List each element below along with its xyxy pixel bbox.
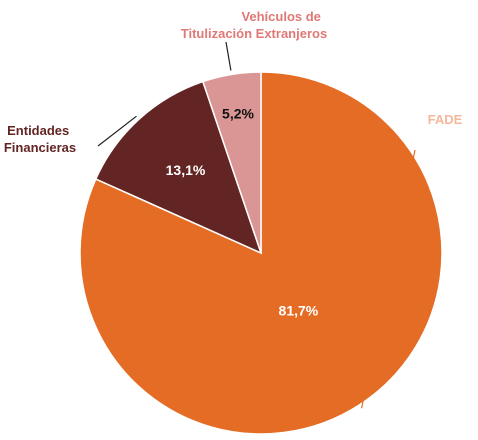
category-label-entidades-line-1: Entidades: [7, 123, 69, 138]
slice-value-label-entidades-financieras: 13,1%: [166, 162, 206, 178]
category-label-entidades-financieras: Entidades Financieras: [4, 123, 76, 155]
category-label-entidades-line-2: Financieras: [4, 140, 76, 155]
pie-slice-vehiculos: [201, 71, 262, 254]
leader-lines: [97, 41, 416, 409]
category-label-vehiculos: Vehículos de Titulización Extranjeros: [181, 9, 327, 41]
category-label-fade: FADE: [428, 112, 463, 127]
pie-slice-entidades-financieras: [94, 80, 263, 255]
leader-line-vehiculos: [225, 41, 232, 71]
leader-line-fade: [361, 149, 416, 409]
category-label-vehiculos-line-2: Titulización Extranjeros: [181, 26, 327, 41]
leader-line-entidades-financieras: [97, 115, 137, 147]
category-label-vehiculos-line-1: Vehículos de: [241, 9, 320, 24]
pie-slices: [79, 71, 443, 435]
slice-value-label-vehiculos: 5,2%: [222, 106, 254, 122]
slice-value-label-fade: 81,7%: [279, 303, 319, 319]
category-label-fade-line-1: FADE: [428, 112, 463, 127]
